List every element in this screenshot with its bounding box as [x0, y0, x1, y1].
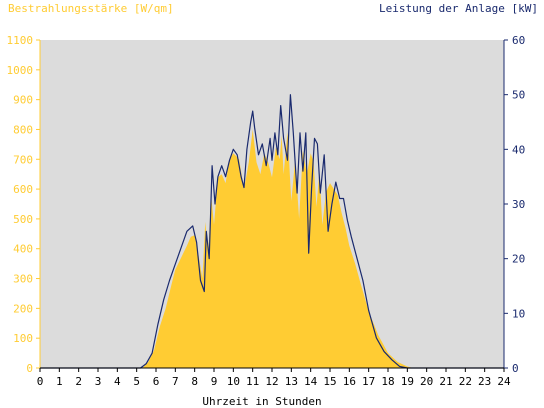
- right-tick-label: 60: [512, 34, 525, 47]
- x-tick-label: 19: [401, 375, 414, 388]
- x-tick-label: 9: [211, 375, 218, 388]
- left-tick-label: 400: [13, 243, 33, 256]
- irradiance-area: [40, 129, 504, 368]
- left-tick-label: 900: [13, 94, 33, 107]
- x-tick-label: 20: [420, 375, 433, 388]
- x-tick-label: 11: [246, 375, 259, 388]
- x-tick-label: 7: [172, 375, 179, 388]
- right-axis-title: Leistung der Anlage [kW]: [379, 2, 538, 15]
- right-tick-label: 30: [512, 198, 525, 211]
- x-tick-label: 22: [459, 375, 472, 388]
- right-tick-label: 40: [512, 143, 525, 156]
- x-tick-label: 23: [478, 375, 491, 388]
- x-tick-label: 24: [497, 375, 511, 388]
- left-tick-label: 600: [13, 183, 33, 196]
- x-tick-label: 13: [285, 375, 298, 388]
- power-line-layer: [40, 94, 504, 369]
- x-tick-label: 16: [343, 375, 356, 388]
- x-tick-label: 4: [114, 375, 121, 388]
- x-tick-label: 18: [381, 375, 394, 388]
- x-axis-ticks: 0 1 2 3 4 5 6 7 8 9 10 11 12 13 14 15 16 17 18 19 20 21 22 23 24: [37, 368, 511, 388]
- left-tick-label: 200: [13, 302, 33, 315]
- x-tick-label: 1: [56, 375, 63, 388]
- irradiance-area-layer: [40, 129, 504, 368]
- left-axis-title: Bestrahlungsstärke [W/qm]: [8, 2, 174, 15]
- x-tick-label: 8: [191, 375, 198, 388]
- x-tick-label: 0: [37, 375, 44, 388]
- right-tick-label: 0: [512, 362, 519, 375]
- right-axis-ticks: 0 10 20 30 40 50 60: [504, 34, 525, 375]
- x-tick-label: 6: [153, 375, 160, 388]
- power-line: [40, 94, 504, 369]
- x-tick-label: 12: [265, 375, 278, 388]
- x-tick-label: 14: [304, 375, 318, 388]
- x-tick-label: 3: [95, 375, 102, 388]
- left-tick-label: 100: [13, 332, 33, 345]
- right-tick-label: 20: [512, 253, 525, 266]
- x-tick-label: 15: [323, 375, 336, 388]
- left-tick-label: 700: [13, 153, 33, 166]
- left-tick-label: 800: [13, 123, 33, 136]
- right-tick-label: 50: [512, 89, 525, 102]
- x-tick-label: 10: [227, 375, 240, 388]
- x-tick-label: 21: [439, 375, 452, 388]
- x-tick-label: 2: [75, 375, 82, 388]
- right-tick-label: 10: [512, 307, 525, 320]
- left-tick-label: 300: [13, 273, 33, 286]
- x-axis-title: Uhrzeit in Stunden: [202, 395, 321, 408]
- x-tick-label: 17: [362, 375, 375, 388]
- left-tick-label: 1100: [7, 34, 34, 47]
- left-tick-label: 500: [13, 213, 33, 226]
- left-tick-label: 1000: [7, 64, 34, 77]
- left-axis-ticks: 0 100 200 300 400 500 600 700 800 900 1000 1100: [7, 34, 40, 375]
- left-tick-label: 0: [26, 362, 33, 375]
- x-tick-label: 5: [133, 375, 140, 388]
